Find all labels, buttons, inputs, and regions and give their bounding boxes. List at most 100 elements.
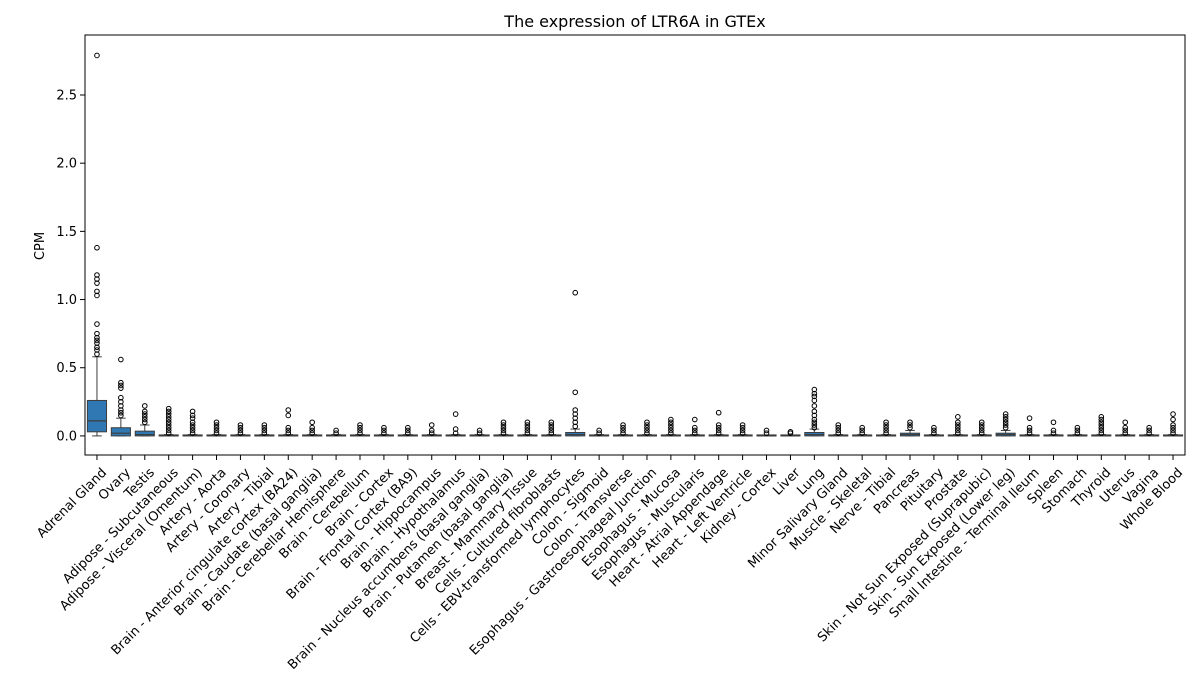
outlier-point (94, 351, 100, 357)
outlier-point (165, 414, 172, 420)
outlier-point (955, 422, 961, 428)
outlier-point (1026, 430, 1033, 436)
outlier-point (883, 430, 889, 436)
outlier-point (1002, 424, 1009, 431)
outlier-point (691, 430, 698, 436)
outlier-point (955, 414, 961, 420)
outlier-point (955, 419, 961, 426)
outlier-point (94, 280, 100, 286)
outlier-point (978, 430, 985, 436)
outlier-point (94, 344, 100, 351)
outlier-point (285, 430, 292, 436)
outlier-point (524, 419, 531, 426)
outlier-point (978, 424, 985, 431)
outlier-point (835, 424, 842, 431)
outlier-point (428, 427, 435, 434)
outlier-point (285, 424, 292, 431)
outlier-point (500, 424, 507, 431)
outlier-point (620, 422, 626, 428)
outlier-point (357, 430, 363, 436)
outlier-point (118, 412, 124, 419)
plot-frame (84, 34, 1186, 456)
outlier-point (261, 430, 268, 436)
outlier-point (596, 427, 602, 434)
outlier-point (118, 409, 124, 416)
outlier-point (715, 424, 722, 431)
outlier-point (668, 422, 674, 428)
outlier-point (548, 419, 555, 426)
outlier-point (811, 390, 818, 397)
outlier-point (213, 419, 220, 426)
outlier-point (883, 419, 889, 426)
outlier-point (381, 424, 387, 431)
outlier-point (165, 422, 172, 428)
outlier-point (1098, 416, 1105, 423)
outlier-point (94, 337, 100, 344)
outlier-point (811, 422, 818, 428)
outlier-point (548, 430, 555, 436)
outlier-point (141, 403, 148, 409)
outlier-point (94, 244, 100, 251)
outlier-point (931, 430, 937, 436)
outlier-point (691, 424, 698, 431)
outlier-point (141, 419, 148, 426)
outlier-point (739, 422, 746, 428)
outlier-point (94, 52, 100, 59)
outlier-point (524, 430, 531, 436)
outlier-point (261, 422, 268, 428)
outlier-point (620, 430, 626, 436)
outlier-point (165, 405, 172, 412)
outlier-point (452, 411, 459, 417)
outlier-point (1002, 416, 1009, 423)
outlier-point (94, 292, 100, 299)
outlier-point (165, 416, 172, 423)
outlier-point (1122, 424, 1129, 431)
outlier-point (715, 409, 722, 416)
outlier-point (1002, 419, 1009, 426)
outlier-point (811, 419, 818, 426)
outlier-point (189, 412, 196, 419)
outlier-point (141, 408, 148, 415)
outlier-point (428, 422, 435, 428)
outlier-point (811, 412, 818, 419)
outlier-point (118, 382, 124, 389)
outlier-point (907, 424, 913, 431)
outlier-point (452, 426, 459, 432)
outlier-point (476, 427, 483, 434)
outlier-point (141, 414, 148, 420)
outlier-point (1170, 422, 1176, 428)
outlier-point (309, 424, 315, 431)
box-iqr (134, 430, 155, 437)
outlier-point (333, 427, 339, 434)
outlier-point (165, 427, 172, 434)
y-tick-label: 1.5 (56, 225, 77, 240)
outlier-point (118, 385, 124, 391)
outlier-point (261, 424, 268, 431)
outlier-point (668, 427, 674, 434)
outlier-point (668, 424, 674, 431)
outlier-point (572, 415, 579, 421)
outlier-point (978, 422, 985, 428)
outlier-point (883, 424, 889, 431)
outlier-point (1122, 430, 1129, 436)
outlier-point (739, 430, 746, 436)
outlier-point (213, 422, 220, 428)
y-tick-label: 0.0 (56, 429, 77, 444)
outlier-point (739, 427, 746, 434)
outlier-point (668, 419, 674, 426)
outlier-point (763, 427, 770, 434)
outlier-point (811, 416, 818, 423)
outlier-point (189, 408, 196, 415)
outlier-point (1170, 427, 1176, 434)
outlier-point (668, 430, 674, 436)
outlier-point (165, 430, 172, 436)
outlier-point (405, 427, 411, 434)
outlier-point (189, 419, 196, 426)
outlier-point (811, 393, 818, 400)
outlier-point (763, 430, 770, 436)
outlier-point (1050, 427, 1057, 434)
outlier-point (189, 430, 196, 436)
